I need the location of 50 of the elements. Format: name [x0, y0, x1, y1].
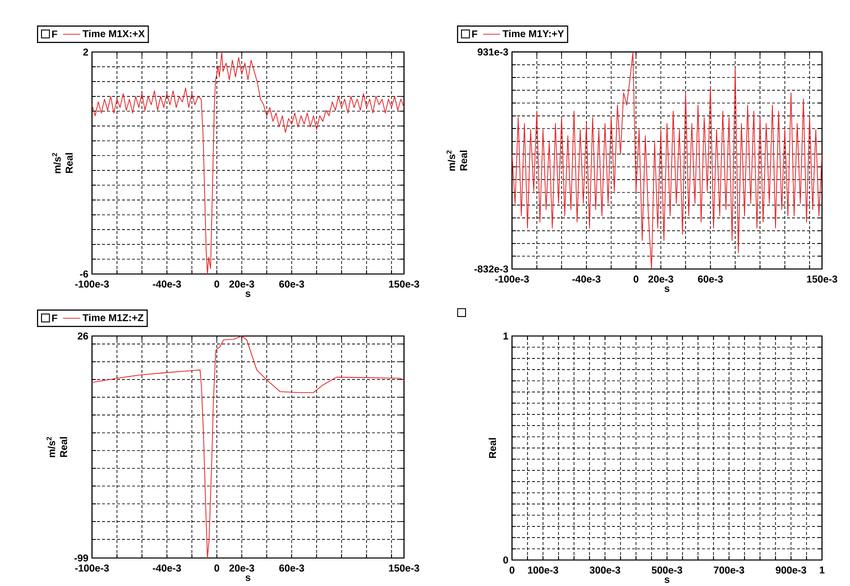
x-tick-label: 150e-3 — [389, 564, 420, 572]
x-tick-label: 0 — [510, 566, 514, 574]
x-tick-label: 700e-3 — [714, 566, 744, 574]
y-tick-label: -832e-3 — [474, 265, 508, 273]
y-tick-label: 931e-3 — [478, 48, 508, 56]
y-tick-label: 26 — [78, 332, 88, 340]
legend-label: Time M1X:+X — [82, 30, 145, 38]
x-axis-title: s — [246, 575, 250, 581]
y-axis-title: m/s$^{2}$ Real — [46, 436, 68, 458]
x-tick-label: 300e-3 — [590, 566, 620, 574]
legend-title: F — [52, 314, 58, 322]
y-tick-label: -99 — [74, 554, 88, 562]
x-axis-title: s — [664, 577, 670, 583]
y-axis-title: Real — [488, 438, 496, 458]
x-tick-label: -100e-3 — [75, 280, 109, 288]
x-axis-title: s — [246, 291, 250, 297]
x-tick-label: 0 — [214, 280, 220, 288]
x-tick-label: 60e-3 — [279, 280, 304, 288]
x-tick-label: 1 — [820, 566, 825, 574]
legend-label: Time M1Z:+Z — [82, 314, 144, 322]
x-tick-label: 0 — [634, 276, 638, 283]
x-tick-label: 60e-3 — [698, 276, 723, 283]
legend-title: F — [472, 30, 478, 38]
x-tick-label: -40e-3 — [152, 280, 181, 288]
y-axis-title: m/s$^{2}$ Real — [446, 150, 468, 171]
line-series — [512, 52, 822, 269]
x-tick-label: 500e-3 — [652, 566, 682, 574]
y-tick-label: 0 — [503, 556, 508, 564]
x-tick-label: 150e-3 — [389, 280, 420, 288]
y-axis-title: m/s$^{2}$ Real — [52, 152, 73, 174]
x-tick-label: 20e-3 — [648, 276, 674, 283]
x-axis-title: s — [664, 286, 670, 292]
x-tick-label: -40e-3 — [572, 276, 600, 283]
x-tick-label: -100e-3 — [495, 276, 529, 283]
x-tick-label: 100e-3 — [528, 566, 558, 574]
y-tick-label: 2 — [83, 48, 88, 56]
x-tick-label: -100e-3 — [75, 564, 109, 572]
legend-label: Time M1Y:+Y — [502, 30, 564, 38]
x-tick-label: 20e-3 — [229, 280, 254, 288]
x-tick-label: 60e-3 — [279, 564, 304, 572]
x-tick-label: 900e-3 — [776, 566, 806, 574]
line-series — [92, 336, 404, 558]
x-tick-label: -40e-3 — [152, 564, 181, 572]
x-tick-label: 150e-3 — [807, 276, 838, 283]
legend-title: F — [52, 30, 58, 38]
y-tick-label: 1 — [504, 332, 508, 340]
x-tick-label: 0 — [214, 564, 220, 572]
line-series — [92, 52, 404, 274]
y-tick-label: -6 — [80, 270, 88, 278]
x-tick-label: 20e-3 — [229, 564, 254, 572]
